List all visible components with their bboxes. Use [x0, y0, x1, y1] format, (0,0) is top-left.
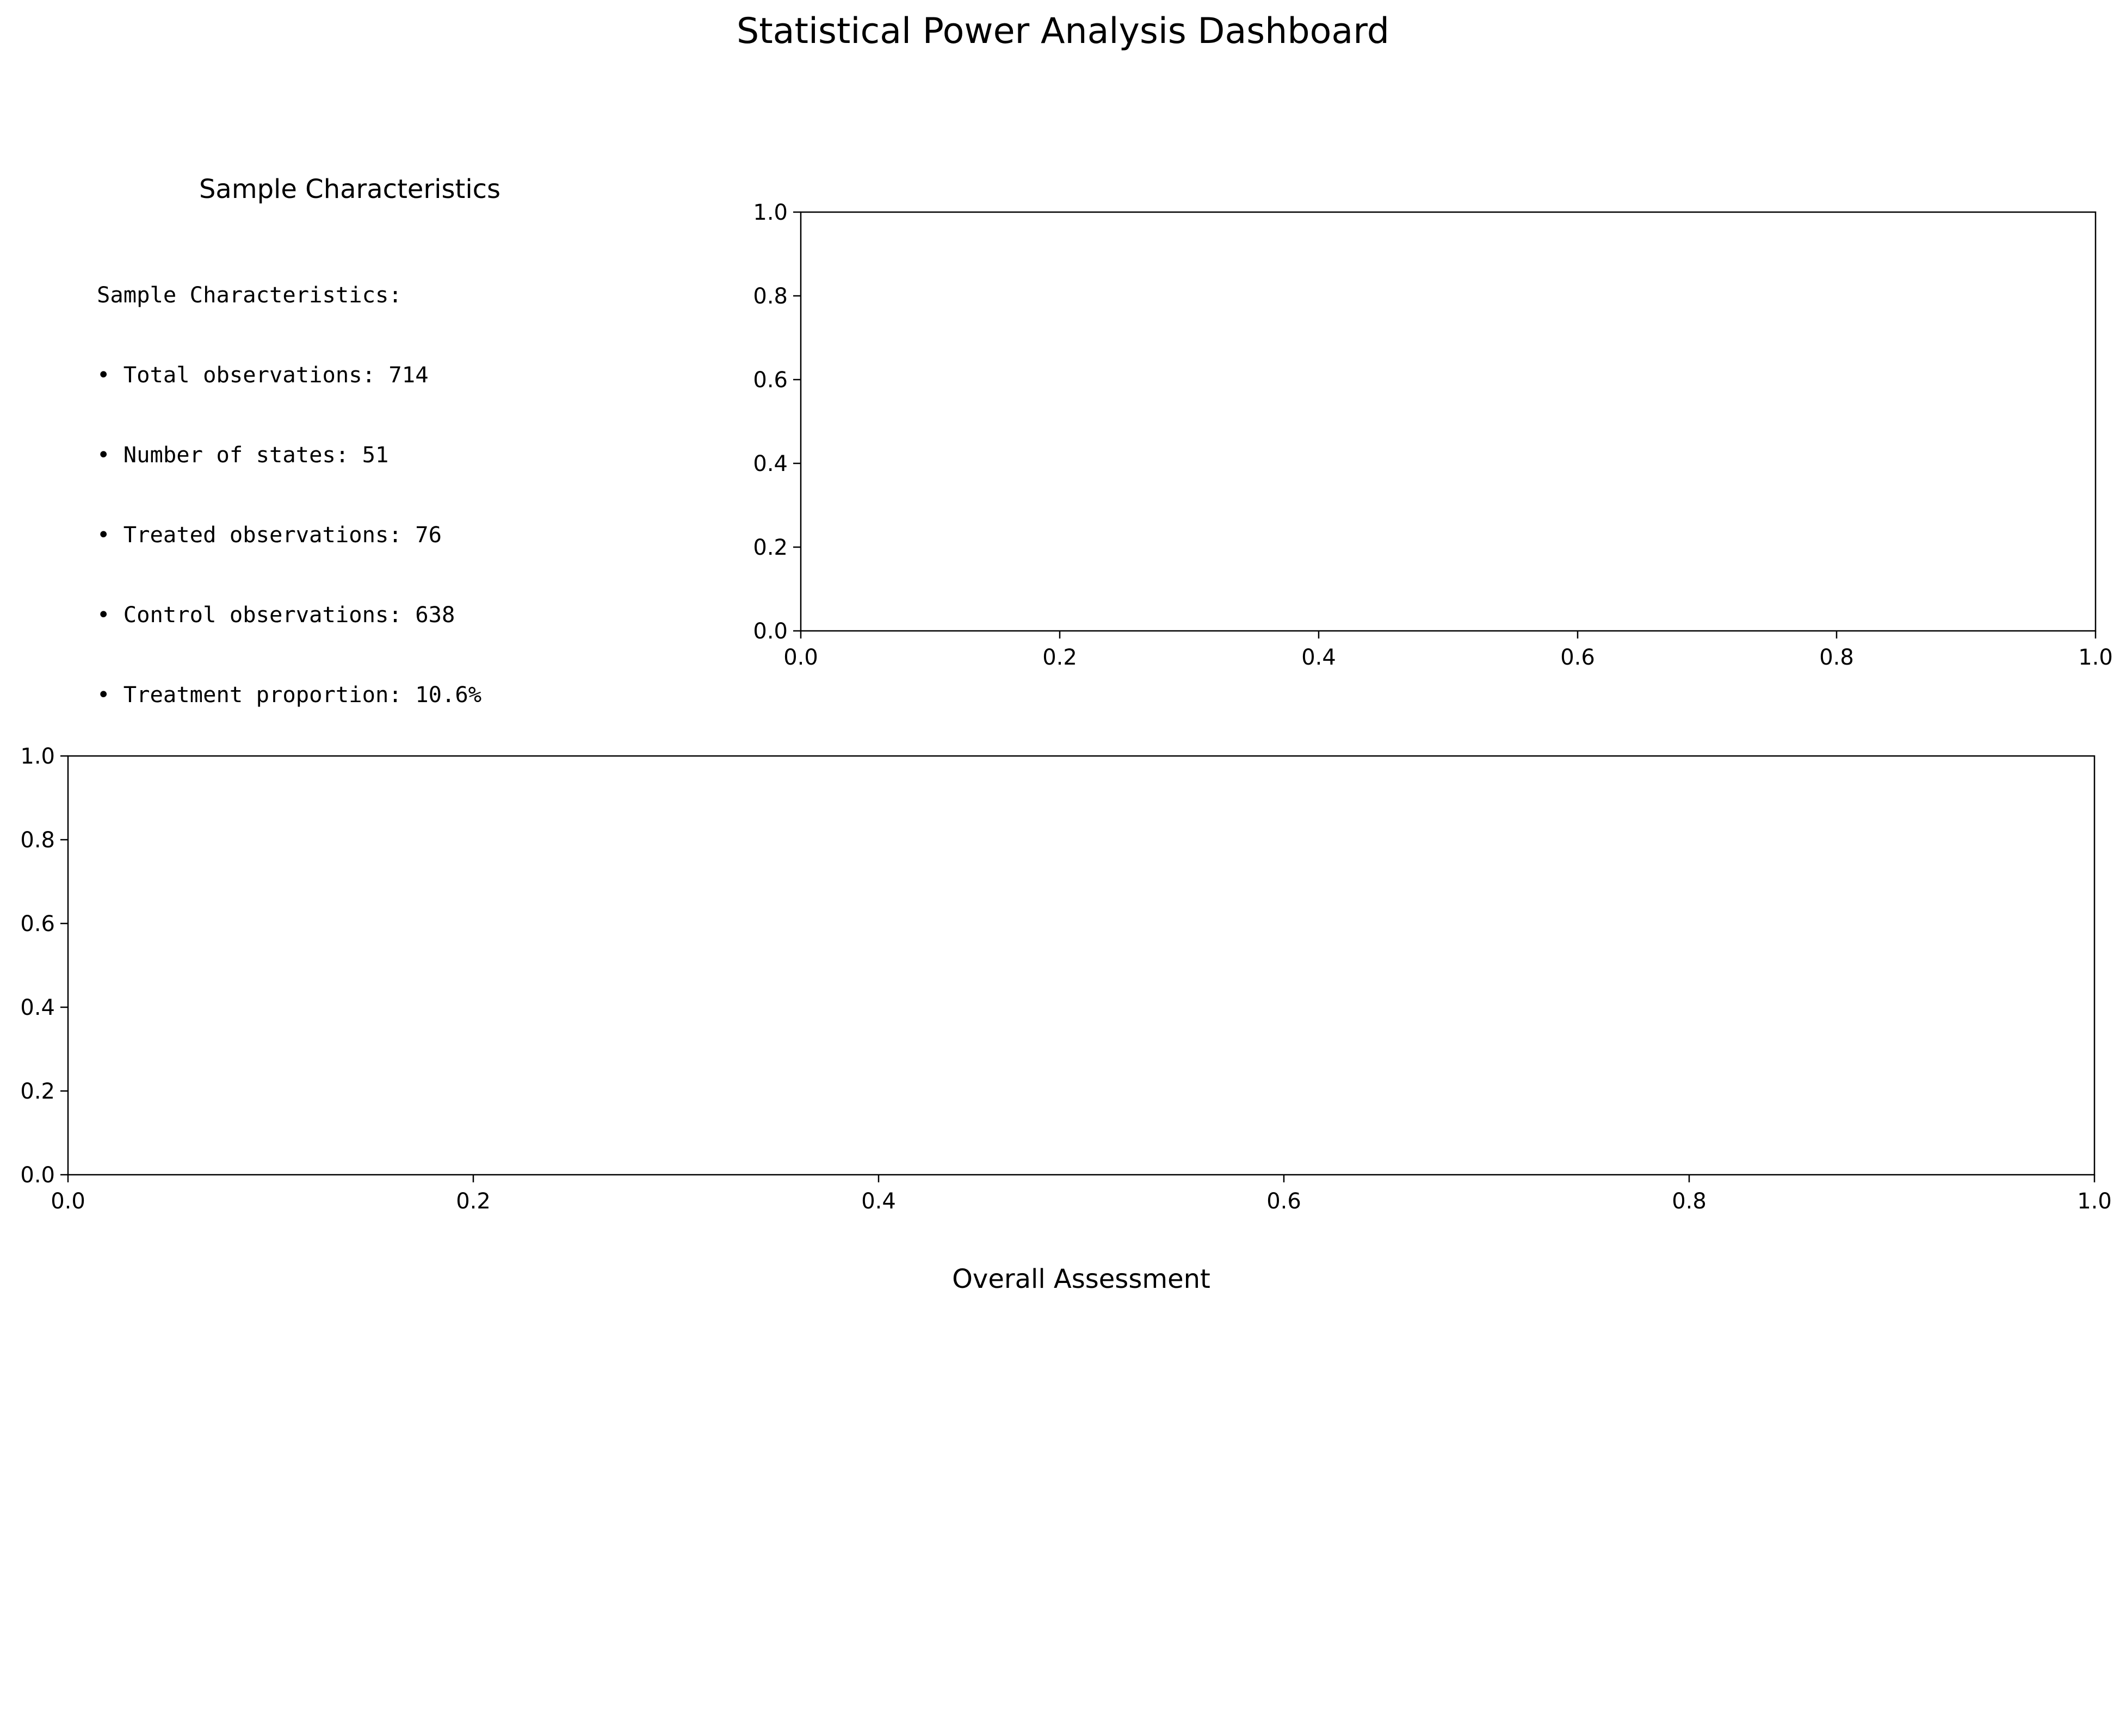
x-tick-label: 0.8 — [1672, 1189, 1707, 1214]
stats-line: Sample Characteristics: — [97, 282, 402, 308]
x-tick-label: 0.6 — [1560, 645, 1595, 670]
overall-assessment-title: Overall Assessment — [952, 1264, 1210, 1294]
y-tick-label: 0.0 — [20, 1163, 55, 1188]
y-tick-label: 0.4 — [753, 451, 788, 476]
x-tick-label: 1.0 — [2078, 645, 2113, 670]
x-tick-label: 1.0 — [2077, 1189, 2112, 1214]
stats-line: • Treatment proportion: 10.6% — [97, 681, 482, 708]
x-tick-label: 0.0 — [51, 1189, 85, 1214]
stats-line: • Number of states: 51 — [97, 442, 389, 468]
y-tick-label: 0.2 — [753, 535, 788, 560]
sample-characteristics-title: Sample Characteristics — [199, 174, 501, 204]
x-tick-label: 0.2 — [456, 1189, 491, 1214]
axes-frame — [800, 211, 2097, 632]
y-tick-label: 0.4 — [20, 995, 55, 1020]
y-tick-label: 1.0 — [20, 744, 55, 769]
sample-characteristics-text: Sample Characteristics: • Total observat… — [97, 228, 481, 761]
top-right-plot: 0.0 0.2 0.4 0.6 0.8 1.0 0.0 0.2 0.4 0.6 0.8 1.0 — [753, 200, 2113, 670]
axes-frame — [67, 755, 2096, 1176]
dashboard-title: Statistical Power Analysis Dashboard — [736, 11, 1390, 52]
y-tick-label: 0.6 — [20, 912, 55, 937]
y-tick-label: 0.2 — [20, 1079, 55, 1104]
x-tick-label: 0.6 — [1266, 1189, 1301, 1214]
stats-line: • Treated observations: 76 — [97, 522, 442, 548]
stats-line: • Control observations: 638 — [97, 602, 455, 628]
y-tick-label: 0.8 — [20, 828, 55, 853]
x-tick-label: 0.4 — [1301, 645, 1336, 670]
stats-line: • Total observations: 714 — [97, 362, 429, 388]
x-tick-label: 0.2 — [1042, 645, 1077, 670]
y-tick-label: 0.8 — [753, 284, 788, 309]
x-tick-label: 0.8 — [1819, 645, 1854, 670]
middle-plot: 0.0 0.2 0.4 0.6 0.8 1.0 0.0 0.2 0.4 0.6 0.8 1.0 — [20, 744, 2112, 1214]
y-tick-label: 0.0 — [753, 619, 788, 644]
x-tick-label: 0.0 — [783, 645, 818, 670]
y-tick-label: 0.6 — [753, 368, 788, 393]
x-tick-label: 0.4 — [861, 1189, 896, 1214]
y-tick-label: 1.0 — [753, 200, 788, 225]
